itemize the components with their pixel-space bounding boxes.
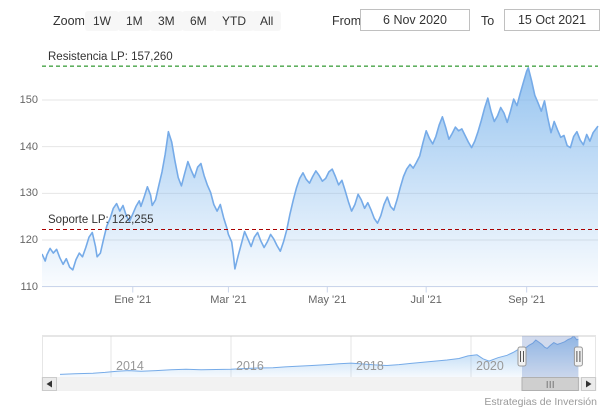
scrollbar-track[interactable] xyxy=(41,377,597,391)
x-tick-label: Mar '21 xyxy=(210,294,247,306)
watermark: Estrategias de Inversión xyxy=(484,396,597,408)
zoom-1w-button[interactable]: 1W xyxy=(85,11,119,31)
x-tick-label: May '21 xyxy=(308,294,347,306)
main-x-ticks xyxy=(132,286,528,293)
zoom-all-button[interactable]: All xyxy=(252,11,282,31)
y-tick-label: 110 xyxy=(20,280,38,293)
scrollbar-thumb-grip-icon xyxy=(546,381,554,388)
scrollbar-right-arrow-icon xyxy=(586,380,592,388)
navigator-series-line xyxy=(59,335,579,375)
navigator-year-label: 2020 xyxy=(476,359,504,373)
zoom-6m-button[interactable]: 6M xyxy=(182,11,215,31)
main-series-line xyxy=(42,67,599,271)
navigator-year-label: 2014 xyxy=(116,359,144,373)
main-plot-area[interactable] xyxy=(42,52,598,287)
zoom-ytd-button[interactable]: YTD xyxy=(214,11,254,31)
navigator-year-label: 2018 xyxy=(356,359,384,373)
x-tick-label: Jul '21 xyxy=(410,294,442,306)
y-tick-label: 150 xyxy=(19,94,38,106)
navigator-series-area[interactable] xyxy=(60,336,579,377)
navigator-left-handle[interactable] xyxy=(517,346,527,367)
zoom-1m-button[interactable]: 1M xyxy=(118,11,151,31)
y-tick-label: 140 xyxy=(19,140,38,153)
zoom-3m-button[interactable]: 3M xyxy=(150,11,183,31)
zoom-label: Zoom xyxy=(53,14,85,28)
navigator-year-label: 2016 xyxy=(236,359,264,373)
navigator-right-handle[interactable] xyxy=(573,346,583,367)
x-tick-label: Ene '21 xyxy=(114,294,152,306)
resistance-label: Resistencia LP: 157,260 xyxy=(48,51,173,64)
y-tick-label: 130 xyxy=(19,187,38,200)
support-label: Soporte LP: 122,255 xyxy=(48,214,154,227)
from-date-input[interactable] xyxy=(360,9,470,31)
x-tick-label: Sep '21 xyxy=(508,294,546,306)
plot-lines xyxy=(42,65,598,230)
scrollbar-left-arrow-icon xyxy=(46,380,52,388)
y-tick-label: 120 xyxy=(19,234,38,246)
navigator-selected-range[interactable] xyxy=(522,336,579,377)
to-label: To xyxy=(481,14,495,28)
from-label: From xyxy=(332,14,362,28)
to-date-input[interactable] xyxy=(504,9,600,31)
